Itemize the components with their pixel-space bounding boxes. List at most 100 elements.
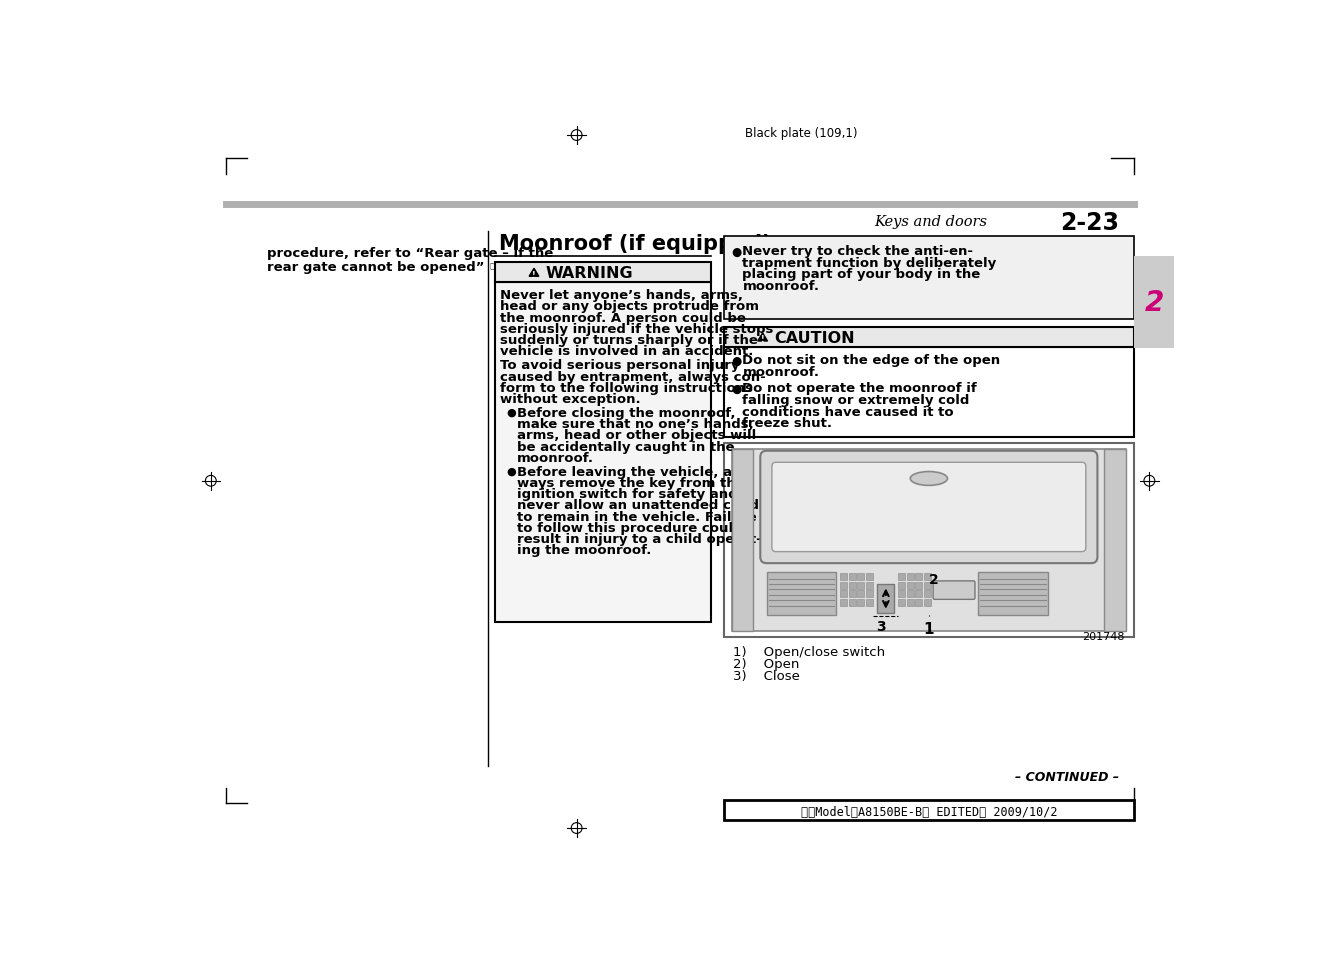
Text: result in injury to a child operat-: result in injury to a child operat- xyxy=(518,533,762,545)
Text: moonroof.: moonroof. xyxy=(518,452,594,464)
Bar xyxy=(857,574,864,580)
Bar xyxy=(495,263,711,283)
Text: head or any objects protrude from: head or any objects protrude from xyxy=(500,300,759,314)
Bar xyxy=(898,582,905,589)
Ellipse shape xyxy=(910,472,947,486)
Polygon shape xyxy=(529,269,539,277)
Bar xyxy=(865,598,873,606)
Bar xyxy=(877,584,894,614)
Text: freeze shut.: freeze shut. xyxy=(743,417,832,430)
Text: To avoid serious personal injury: To avoid serious personal injury xyxy=(500,359,739,372)
Text: placing part of your body in the: placing part of your body in the xyxy=(743,268,981,281)
Text: falling snow or extremely cold: falling snow or extremely cold xyxy=(743,394,970,406)
Text: ●: ● xyxy=(506,408,516,417)
Text: Black plate (109,1): Black plate (109,1) xyxy=(746,127,857,140)
Text: !: ! xyxy=(532,271,536,279)
Bar xyxy=(857,582,864,589)
Text: to remain in the vehicle. Failure: to remain in the vehicle. Failure xyxy=(518,510,756,523)
Bar xyxy=(1133,256,1174,349)
Bar xyxy=(723,348,1133,437)
Bar xyxy=(924,591,930,598)
Bar xyxy=(916,582,922,589)
FancyBboxPatch shape xyxy=(772,463,1085,552)
FancyBboxPatch shape xyxy=(933,581,975,599)
Bar xyxy=(849,598,856,606)
Bar xyxy=(723,236,1133,320)
Text: be accidentally caught in the: be accidentally caught in the xyxy=(518,440,734,453)
Bar xyxy=(924,582,930,589)
Text: form to the following instructions: form to the following instructions xyxy=(500,381,752,395)
Text: ●: ● xyxy=(731,382,742,395)
Text: 2: 2 xyxy=(929,573,938,587)
Text: 2-23: 2-23 xyxy=(1060,211,1119,234)
Text: ●: ● xyxy=(731,245,742,258)
Text: 3)    Close: 3) Close xyxy=(734,670,800,682)
Text: the moonroof. A person could be: the moonroof. A person could be xyxy=(500,312,746,324)
Text: 201748: 201748 xyxy=(1082,631,1124,641)
Bar xyxy=(916,591,922,598)
Text: Before closing the moonroof,: Before closing the moonroof, xyxy=(518,407,735,419)
Bar xyxy=(906,591,914,598)
Text: WARNING: WARNING xyxy=(545,266,633,281)
Bar xyxy=(916,598,922,606)
Bar xyxy=(849,574,856,580)
Text: ●: ● xyxy=(506,466,516,476)
Text: suddenly or turns sharply or if the: suddenly or turns sharply or if the xyxy=(500,334,758,347)
Bar xyxy=(840,582,847,589)
Text: Keys and doors: Keys and doors xyxy=(874,214,987,229)
Text: ignition switch for safety and: ignition switch for safety and xyxy=(518,488,738,500)
Bar xyxy=(906,598,914,606)
Bar xyxy=(906,582,914,589)
Text: Never try to check the anti-en-: Never try to check the anti-en- xyxy=(743,244,974,257)
Text: procedure, refer to “Rear gate – if the: procedure, refer to “Rear gate – if the xyxy=(267,247,553,259)
Text: without exception.: without exception. xyxy=(500,393,641,405)
Bar xyxy=(1104,450,1127,631)
Bar xyxy=(731,450,1127,631)
Text: 2)    Open: 2) Open xyxy=(734,658,800,670)
Bar xyxy=(840,574,847,580)
Bar xyxy=(857,591,864,598)
Text: – CONTINUED –: – CONTINUED – xyxy=(1015,770,1119,782)
Text: Do not operate the moonroof if: Do not operate the moonroof if xyxy=(743,381,977,395)
Polygon shape xyxy=(758,334,767,342)
Bar xyxy=(924,574,930,580)
Text: arms, head or other objects will: arms, head or other objects will xyxy=(518,429,756,442)
Text: ●: ● xyxy=(731,355,742,367)
Bar xyxy=(906,574,914,580)
Text: ways remove the key from the: ways remove the key from the xyxy=(518,476,744,490)
Text: Never let anyone’s hands, arms,: Never let anyone’s hands, arms, xyxy=(500,289,743,302)
Bar xyxy=(731,450,754,631)
Text: seriously injured if the vehicle stops: seriously injured if the vehicle stops xyxy=(500,322,774,335)
Bar xyxy=(978,573,1048,615)
Text: 3: 3 xyxy=(876,619,885,634)
Text: moonroof.: moonroof. xyxy=(743,366,820,378)
Bar xyxy=(857,598,864,606)
Text: to follow this procedure could: to follow this procedure could xyxy=(518,521,743,535)
Text: trapment function by deliberately: trapment function by deliberately xyxy=(743,256,997,270)
Bar xyxy=(723,328,1133,348)
Bar xyxy=(840,598,847,606)
FancyBboxPatch shape xyxy=(760,452,1097,563)
Text: CAUTION: CAUTION xyxy=(774,331,855,346)
Bar xyxy=(495,283,711,622)
Bar xyxy=(865,591,873,598)
Bar xyxy=(865,574,873,580)
Text: Moonroof (if equipped): Moonroof (if equipped) xyxy=(499,233,772,253)
Text: 1)    Open/close switch: 1) Open/close switch xyxy=(734,645,885,659)
Bar xyxy=(767,573,836,615)
Bar xyxy=(865,582,873,589)
Text: vehicle is involved in an accident.: vehicle is involved in an accident. xyxy=(500,345,754,357)
Text: caused by entrapment, always con-: caused by entrapment, always con- xyxy=(500,370,766,383)
Text: 北米ModelＢA8150BE-B＂ EDITED： 2009/10/2: 北米ModelＢA8150BE-B＂ EDITED： 2009/10/2 xyxy=(800,804,1058,818)
Bar xyxy=(898,591,905,598)
Text: 1: 1 xyxy=(924,621,934,637)
Text: make sure that no one’s hands,: make sure that no one’s hands, xyxy=(518,417,754,431)
Text: conditions have caused it to: conditions have caused it to xyxy=(743,405,954,418)
Bar xyxy=(898,574,905,580)
Text: never allow an unattended child: never allow an unattended child xyxy=(518,499,759,512)
Text: Before leaving the vehicle, al-: Before leaving the vehicle, al- xyxy=(518,465,742,478)
Text: moonroof.: moonroof. xyxy=(743,280,820,294)
Text: Do not sit on the edge of the open: Do not sit on the edge of the open xyxy=(743,354,1001,367)
Text: !: ! xyxy=(760,335,764,344)
Text: 2: 2 xyxy=(1144,289,1164,316)
